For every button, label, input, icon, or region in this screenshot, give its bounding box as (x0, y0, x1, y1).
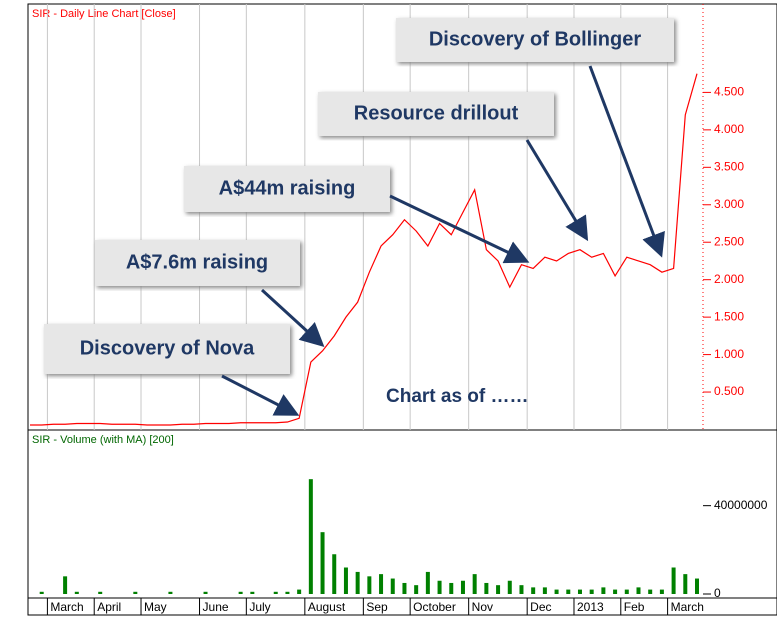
volume-bar (250, 591, 255, 594)
volume-bar (519, 585, 524, 594)
annotation-label: Resource drillout (354, 102, 519, 124)
x-tick-label: July (249, 600, 270, 614)
volume-bar (390, 578, 395, 594)
price-line (30, 73, 698, 426)
y-tick-label: 1.000 (714, 347, 744, 361)
volume-bar (624, 589, 629, 594)
volume-bar (449, 582, 454, 594)
annotation: Resource drillout (318, 92, 589, 242)
volume-bar (74, 591, 79, 594)
volume-bar (531, 587, 536, 594)
annotation-label: A$44m raising (219, 177, 356, 199)
volume-bar (542, 587, 547, 594)
chart-note: Chart as of …… (386, 386, 529, 407)
volume-bar (566, 589, 571, 594)
volume-bar (648, 589, 653, 594)
volume-bar (98, 591, 103, 594)
volume-bar (414, 585, 419, 594)
volume-bar (320, 532, 325, 594)
volume-bar (343, 567, 348, 594)
volume-bar (63, 576, 68, 594)
volume-bar (402, 582, 407, 594)
volume-bar (484, 582, 489, 594)
volume-bar (379, 574, 384, 594)
annotation-label: Discovery of Bollinger (429, 28, 641, 50)
x-tick-label: Feb (624, 600, 645, 614)
volume-bar (168, 591, 173, 594)
annotation: A$44m raising (184, 166, 530, 264)
y-tick-label: 0.500 (714, 384, 744, 398)
volume-bar (613, 589, 618, 594)
x-tick-label: April (97, 600, 121, 614)
x-tick-label: June (203, 600, 229, 614)
volume-bar (577, 589, 582, 594)
y-tick-label: 40000000 (714, 498, 768, 512)
annotation: Discovery of Bollinger (396, 18, 674, 258)
y-tick-label: 4.000 (714, 122, 744, 136)
volume-bar (695, 578, 699, 594)
volume-bar (308, 479, 313, 594)
volume-bar (659, 589, 664, 594)
y-tick-label: 1.500 (714, 309, 744, 323)
volume-bar (425, 571, 430, 594)
y-tick-label: 4.500 (714, 85, 744, 99)
volume-title: SIR - Volume (with MA) [200] (32, 434, 174, 446)
volume-bar (238, 591, 243, 594)
volume-bar (472, 574, 477, 594)
price-title: SIR - Daily Line Chart [Close] (32, 8, 176, 20)
volume-bar (297, 589, 302, 594)
annotation-label: Discovery of Nova (80, 337, 255, 359)
x-tick-label: March (50, 600, 83, 614)
annotation: A$7.6m raising (95, 240, 325, 348)
volume-bar (589, 589, 594, 594)
x-tick-label: Nov (472, 600, 493, 614)
volume-bar (285, 591, 290, 594)
x-tick-label: Sep (366, 600, 388, 614)
volume-bar (367, 576, 372, 594)
annotation: Discovery of Nova (44, 324, 300, 416)
volume-bar (460, 580, 465, 594)
volume-bar (133, 591, 138, 594)
volume-bar (554, 589, 559, 594)
y-tick-label: 2.500 (714, 234, 744, 248)
volume-bar (437, 580, 442, 594)
y-tick-label: 0 (714, 586, 721, 600)
volume-bar (496, 585, 501, 594)
volume-bar (203, 591, 208, 594)
volume-bar (507, 580, 512, 594)
y-tick-label: 3.000 (714, 197, 744, 211)
volume-bar (332, 554, 337, 594)
volume-bar (683, 574, 688, 594)
x-tick-label: May (144, 600, 167, 614)
x-tick-label: March (671, 600, 704, 614)
x-tick-label: 2013 (577, 600, 604, 614)
annotation-label: A$7.6m raising (126, 251, 268, 273)
x-tick-label: Dec (530, 600, 551, 614)
volume-bar (671, 567, 676, 594)
x-tick-label: October (413, 600, 456, 614)
y-tick-label: 2.000 (714, 272, 744, 286)
volume-bar (39, 591, 44, 594)
volume-bar (636, 587, 641, 594)
x-tick-label: August (308, 600, 346, 614)
volume-bar (355, 571, 360, 594)
volume-bar (273, 591, 278, 594)
y-tick-label: 3.500 (714, 159, 744, 173)
volume-bar (601, 587, 606, 594)
